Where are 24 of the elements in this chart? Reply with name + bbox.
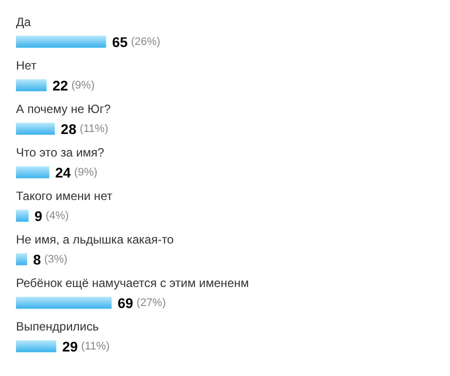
data-label: 8 (3%) — [33, 251, 68, 268]
bar — [16, 210, 28, 222]
y-tick-label: Ребёнок ещё намучается с этим имененм — [16, 276, 249, 290]
y-tick-label: Нет — [16, 58, 37, 72]
bar — [16, 253, 28, 266]
bar — [16, 296, 112, 309]
data-label: 29 (11%) — [62, 338, 110, 354]
bar — [16, 122, 55, 135]
data-label: 65 (26%) — [112, 34, 160, 50]
y-tick-label: Что это за имя? — [16, 145, 105, 160]
y-tick-label: Такого имени нет — [16, 188, 113, 203]
bar — [16, 166, 50, 178]
data-label: 69 (27%) — [118, 294, 166, 311]
bar — [16, 36, 106, 48]
y-tick-label: Да — [16, 14, 32, 29]
y-tick-label: А почему не Юг? — [16, 102, 112, 116]
data-label: 22 (9%) — [52, 77, 95, 94]
data-label: 24 (9%) — [55, 164, 98, 180]
y-tick-label: Не имя, а льдышка какая-то — [16, 232, 174, 246]
y-tick-label: Выпендрились — [16, 319, 99, 334]
bar — [16, 79, 46, 92]
data-label: 28 (11%) — [60, 120, 108, 137]
data-label: 9 (4%) — [34, 208, 69, 224]
bar — [16, 340, 56, 352]
